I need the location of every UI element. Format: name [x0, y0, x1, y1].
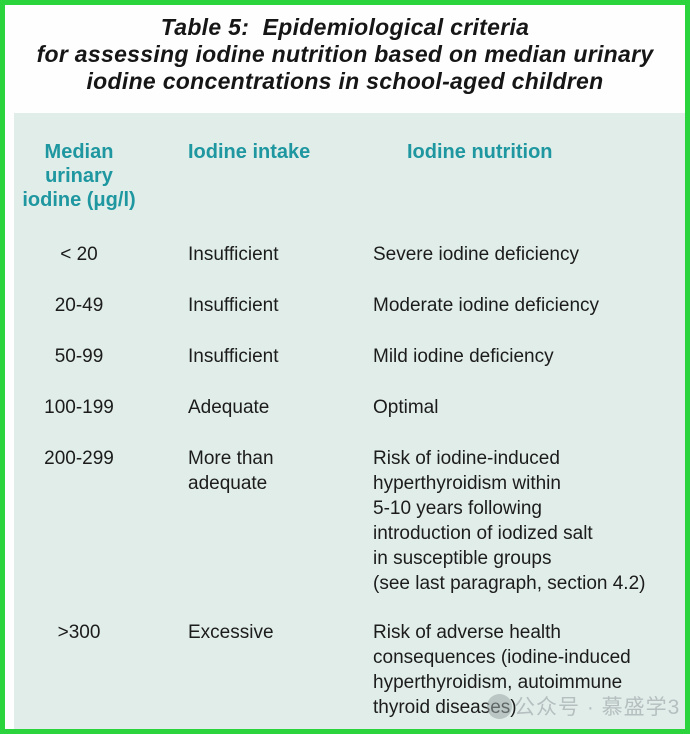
cell-iodine-nutrition: Mild iodine deficiency: [373, 346, 554, 367]
table-row: >300 Excessive Risk of adverse health co…: [14, 620, 685, 720]
cell-iodine-intake: Insufficient: [188, 346, 279, 367]
table-row: 200-299 More than adequate Risk of iodin…: [14, 446, 685, 596]
title-line-2: for assessing iodine nutrition based on …: [36, 41, 654, 67]
table-row: < 20 Insufficient Severe iodine deficien…: [14, 242, 685, 267]
table-title: Table 5: Epidemiological criteria for as…: [5, 5, 685, 95]
table-header-row: Median urinary iodine (μg/l) Iodine inta…: [14, 140, 685, 212]
header-median-urinary-iodine: Median urinary iodine (μg/l): [22, 141, 136, 211]
cell-iodine-intake: Insufficient: [188, 295, 279, 316]
table-row: 50-99 Insufficient Mild iodine deficienc…: [14, 344, 685, 369]
header-iodine-intake: Iodine intake: [188, 141, 311, 163]
cell-median-urinary-iodine: < 20: [60, 244, 98, 265]
table-row: 20-49 Insufficient Moderate iodine defic…: [14, 293, 685, 318]
cell-iodine-nutrition: Moderate iodine deficiency: [373, 295, 600, 316]
table-panel: Median urinary iodine (μg/l) Iodine inta…: [14, 113, 685, 729]
cell-median-urinary-iodine: >300: [57, 622, 101, 643]
cell-iodine-intake: Adequate: [188, 397, 270, 418]
title-line-3: iodine concentrations in school-aged chi…: [86, 68, 604, 94]
table-row: 100-199 Adequate Optimal: [14, 395, 685, 420]
cell-iodine-intake: More than adequate: [188, 448, 274, 494]
cell-iodine-intake: Insufficient: [188, 244, 279, 265]
cell-median-urinary-iodine: 50-99: [54, 346, 104, 367]
cell-median-urinary-iodine: 200-299: [44, 448, 114, 469]
cell-iodine-nutrition: Severe iodine deficiency: [373, 244, 579, 265]
cell-median-urinary-iodine: 100-199: [44, 397, 114, 418]
cell-iodine-nutrition: Risk of adverse health consequences (iod…: [373, 622, 631, 718]
watermark-text: 公众号 · 慕盛学3: [514, 696, 681, 719]
cell-median-urinary-iodine: 20-49: [54, 295, 104, 316]
header-iodine-nutrition: Iodine nutrition: [407, 141, 553, 163]
cell-iodine-nutrition: Optimal: [373, 397, 439, 418]
cell-iodine-nutrition: Risk of iodine-induced hyperthyroidism w…: [373, 448, 646, 594]
wechat-official-account-icon: [487, 693, 512, 719]
title-line-1: Table 5: Epidemiological criteria: [160, 14, 530, 40]
cell-iodine-intake: Excessive: [188, 622, 274, 643]
watermark: 公众号 · 慕盛学3: [487, 692, 680, 720]
